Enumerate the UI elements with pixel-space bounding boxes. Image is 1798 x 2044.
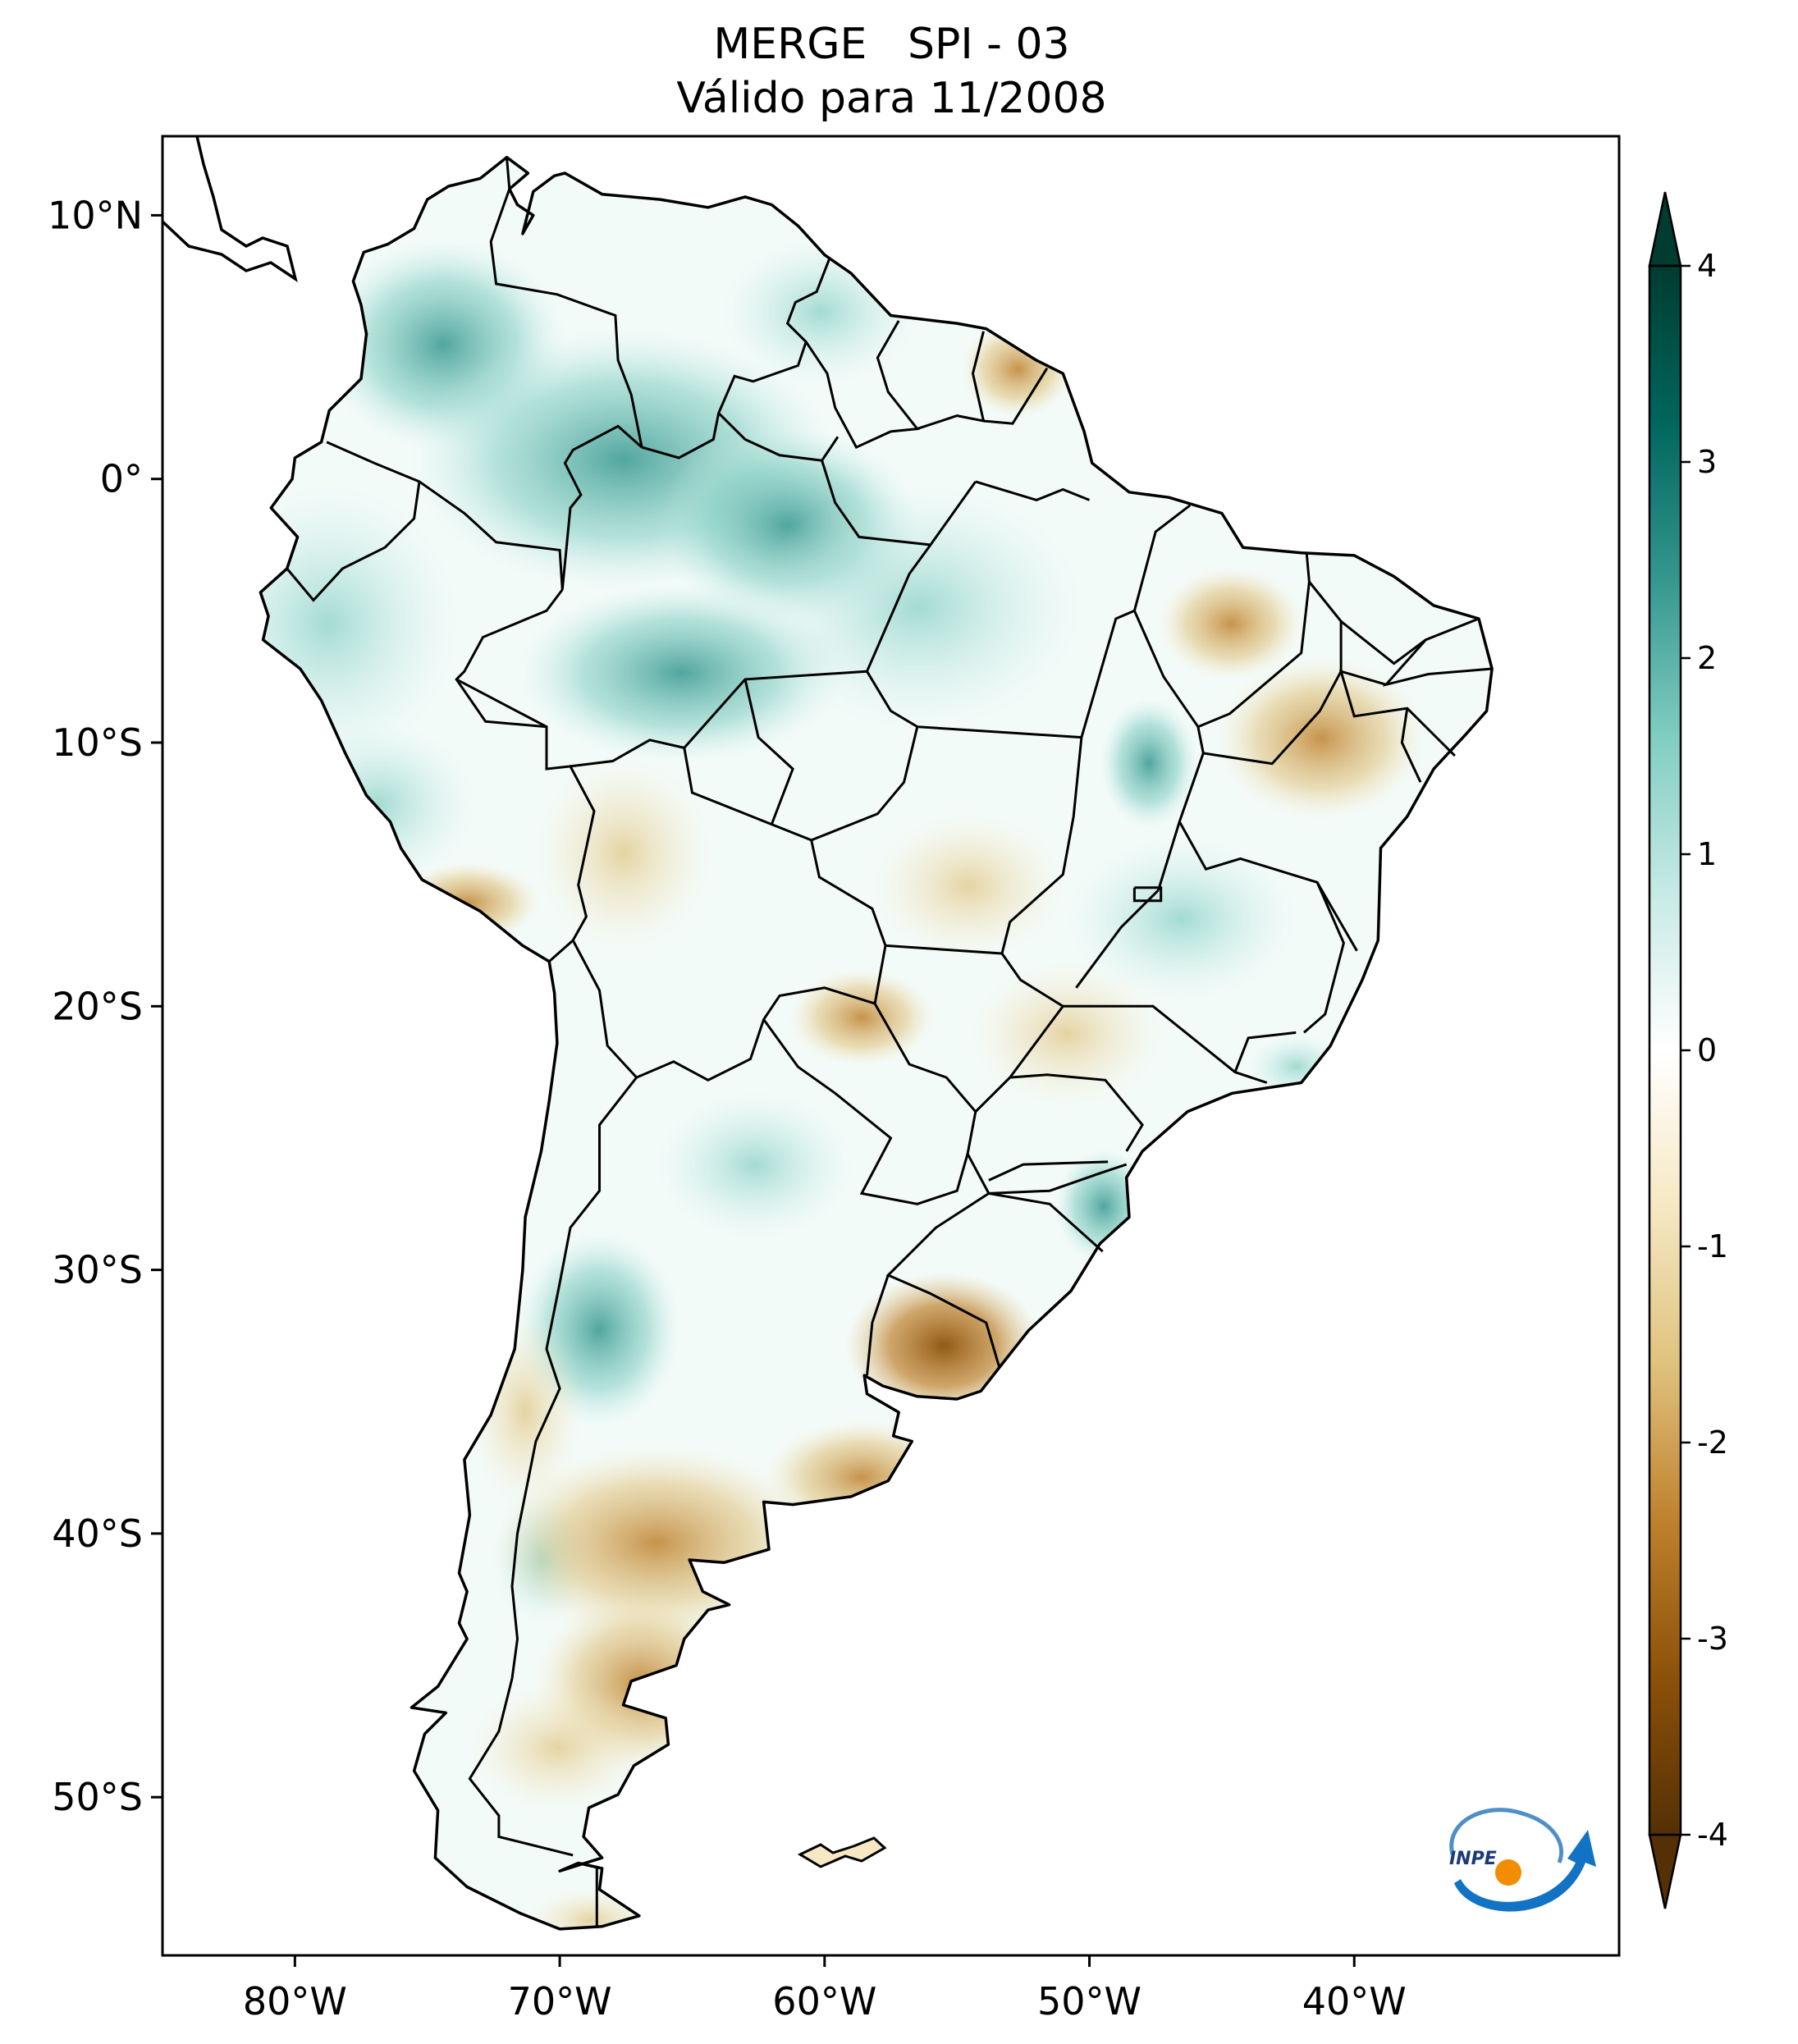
lat-tick-label: 10°S: [52, 720, 143, 765]
border-line: [988, 1163, 1128, 1195]
map-frame: [161, 135, 1621, 1957]
colorbar-tick-label: 0: [1697, 1032, 1717, 1068]
border-line: [866, 1274, 890, 1376]
colorbar-min-extend: [1648, 1833, 1682, 1909]
border-line: [683, 670, 1082, 749]
map-title: MERGE SPI - 03: [713, 20, 1070, 69]
lat-tick-label: 50°S: [52, 1775, 143, 1819]
border-line: [804, 320, 920, 450]
border-line: [988, 1160, 1109, 1182]
lat-tick-label: 0°: [100, 457, 143, 501]
colorbar-tick-label: -4: [1697, 1817, 1728, 1853]
border-line: [1382, 638, 1493, 687]
border-line: [326, 441, 564, 590]
colorbar: 4 3 2 1 0 -1 -2 -3 -4: [1648, 191, 1728, 1909]
lon-tick-label: 40°W: [1302, 1979, 1407, 2023]
lat-tick-label: 10°N: [48, 193, 143, 237]
colorbar-max-extend: [1648, 191, 1682, 268]
border-line: [641, 257, 831, 460]
latitude-axis: 10°N 0° 10°S 20°S 30°S 40°S 50°S: [48, 193, 162, 1819]
border-line: [820, 436, 931, 546]
central-america-outline: [162, 136, 298, 282]
lon-tick-label: 60°W: [772, 1979, 876, 2023]
coastline: [258, 155, 1494, 1931]
lat-tick-label: 30°S: [52, 1248, 143, 1292]
border-line: [988, 1191, 1104, 1253]
longitude-axis: 80°W 70°W 60°W 50°W 40°W: [243, 1955, 1407, 2023]
lon-tick-label: 70°W: [508, 1979, 612, 2023]
lat-tick-label: 40°S: [52, 1511, 143, 1556]
logo-text: INPE: [1449, 1849, 1497, 1869]
border-line: [1233, 1031, 1297, 1073]
border-line: [1009, 1073, 1144, 1152]
border-line: [1197, 552, 1311, 729]
border-line: [1203, 581, 1343, 766]
colorbar-tick-label: 4: [1697, 248, 1717, 284]
border-line: [866, 481, 977, 672]
border-line: [468, 1077, 638, 1857]
map-subtitle: Válido para 11/2008: [676, 74, 1107, 123]
border-line: [885, 737, 1083, 955]
border-line: [743, 679, 794, 825]
country-borders: [286, 157, 1493, 1927]
lon-tick-label: 50°W: [1037, 1979, 1141, 2023]
colorbar-tick-label: -1: [1697, 1228, 1728, 1264]
border-line: [286, 481, 421, 602]
border-line: [1133, 610, 1205, 891]
border-line: [489, 157, 643, 448]
border-line: [717, 412, 822, 462]
colorbar-tick-label: -3: [1697, 1621, 1728, 1657]
lat-tick-label: 20°S: [52, 984, 143, 1028]
border-line: [811, 726, 919, 842]
falklands-outline: [797, 1836, 887, 1868]
border-line: [1400, 707, 1422, 783]
border-line: [1340, 617, 1480, 665]
lon-tick-label: 80°W: [243, 1979, 347, 2023]
border-line: [571, 940, 876, 1081]
inpe-logo: INPE: [1449, 1808, 1596, 1912]
colorbar-tick-label: -2: [1697, 1424, 1728, 1461]
colorbar-tick-label: 1: [1697, 836, 1717, 872]
border-line: [1075, 889, 1160, 989]
border-line: [762, 1003, 977, 1205]
federal-district-outline: [1132, 886, 1163, 903]
border-line: [1178, 821, 1358, 952]
border-line: [983, 367, 1049, 425]
border-line: [455, 588, 596, 963]
border-line: [1303, 881, 1345, 1034]
border-line: [560, 424, 643, 590]
colorbar-tick-label: 3: [1697, 444, 1717, 480]
border-line: [1338, 669, 1456, 757]
border-line: [455, 678, 547, 729]
colorbar-tick-label: 2: [1697, 640, 1717, 676]
colorbar-ramp: [1649, 266, 1681, 1835]
border-line: [1063, 1004, 1268, 1084]
border-line: [975, 480, 1091, 501]
